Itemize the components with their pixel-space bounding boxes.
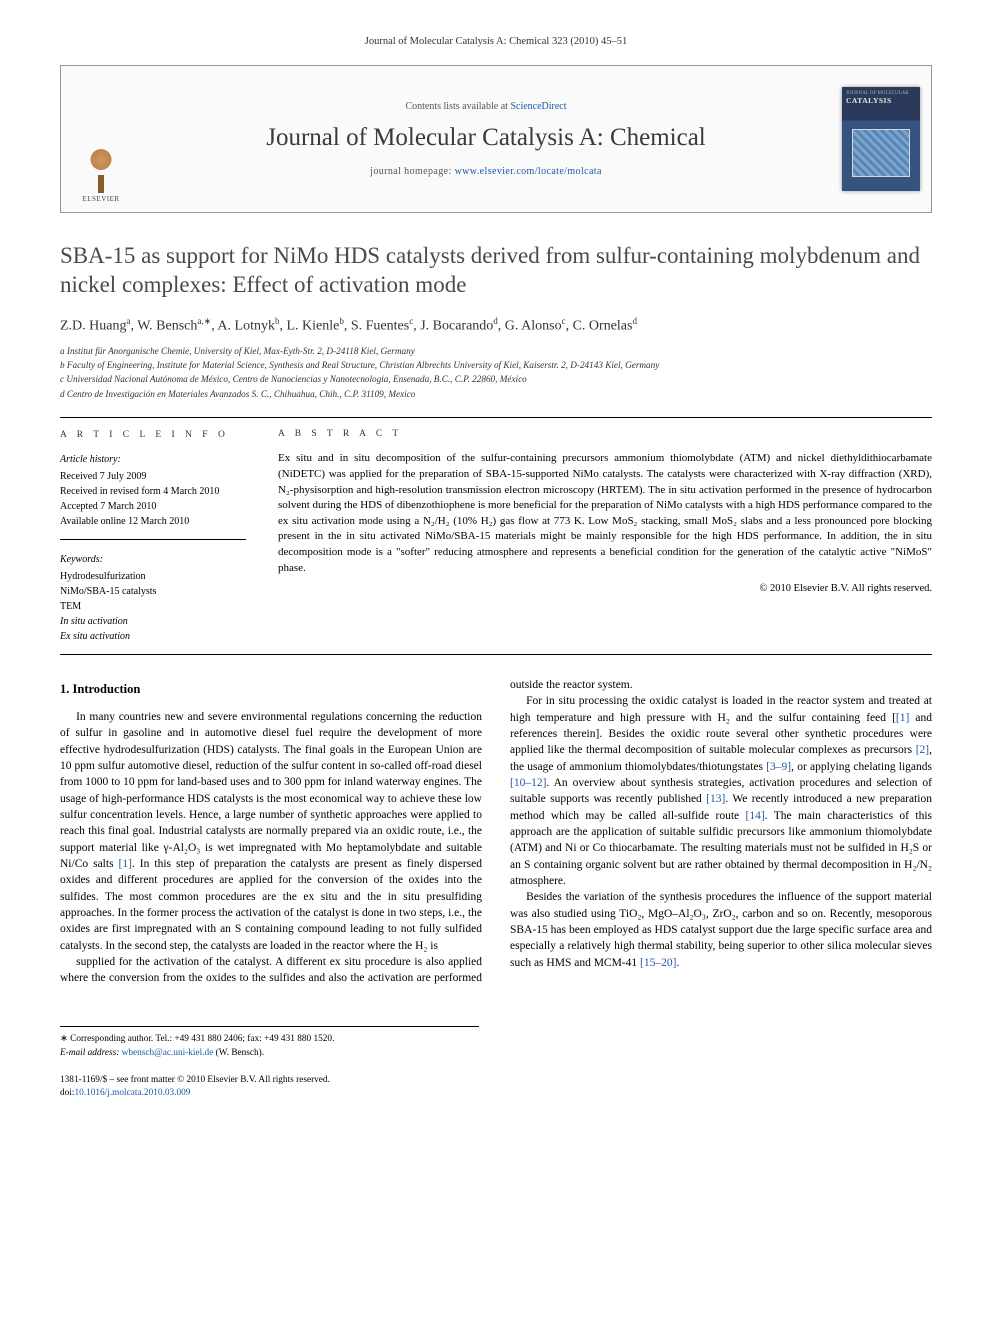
issn-copyright-line: 1381-1169/$ – see front matter © 2010 El… [60,1074,932,1087]
cover-title: CATALYSIS [846,96,916,105]
footnotes-block: ∗ Corresponding author. Tel.: +49 431 88… [60,1026,479,1059]
journal-homepage-link[interactable]: www.elsevier.com/locate/molcata [455,166,602,177]
publisher-label: ELSEVIER [82,195,119,203]
journal-name: Journal of Molecular Catalysis A: Chemic… [266,124,706,152]
body-paragraph: In many countries new and severe environ… [60,709,482,954]
affiliation: c Universidad Nacional Autónoma de Méxic… [60,373,932,386]
keyword: Ex situ activation [60,629,246,644]
email-label: E-mail address: [60,1048,122,1058]
history-item: Received in revised form 4 March 2010 [60,484,246,499]
article-info-heading: A R T I C L E I N F O [60,428,246,442]
article-history-block: Article history: Received 7 July 2009 Re… [60,452,246,540]
affiliation: d Centro de Investigación en Materiales … [60,388,932,401]
corresponding-author-note: ∗ Corresponding author. Tel.: +49 431 88… [60,1033,479,1046]
article-info-panel: A R T I C L E I N F O Article history: R… [60,418,260,654]
corresponding-email-line: E-mail address: wbensch@ac.uni-kiel.de (… [60,1047,479,1060]
doi-line: doi:10.1016/j.molcata.2010.03.009 [60,1087,932,1100]
affiliations-block: a Institut für Anorganische Chemie, Univ… [60,345,932,401]
keywords-label: Keywords: [60,552,246,567]
authors-line: Z.D. Huanga, W. Benscha,∗, A. Lotnykb, L… [60,316,932,335]
history-item: Available online 12 March 2010 [60,514,246,529]
journal-cover-thumbnail: JOURNAL OF MOLECULAR CATALYSIS [842,87,920,191]
cover-image-icon [852,129,910,177]
keywords-block: Keywords: Hydrodesulfurization NiMo/SBA-… [60,552,246,644]
keyword: Hydrodesulfurization [60,569,246,584]
elsevier-tree-icon [79,149,123,193]
footer-meta: 1381-1169/$ – see front matter © 2010 El… [60,1074,932,1100]
running-head: Journal of Molecular Catalysis A: Chemic… [60,36,932,47]
keyword: TEM [60,599,246,614]
history-item: Received 7 July 2009 [60,469,246,484]
article-body: 1. Introduction In many countries new an… [60,677,932,986]
email-suffix: (W. Bensch). [213,1048,264,1058]
article-title: SBA-15 as support for NiMo HDS catalysts… [60,241,932,300]
contents-available-line: Contents lists available at ScienceDirec… [405,101,566,112]
affiliation: b Faculty of Engineering, Institute for … [60,359,932,372]
masthead-center: Contents lists available at ScienceDirec… [141,66,831,212]
abstract-text: Ex situ and in situ decomposition of the… [278,451,932,576]
corresponding-email-link[interactable]: wbensch@ac.uni-kiel.de [122,1048,214,1058]
elsevier-logo: ELSEVIER [71,146,131,206]
info-abstract-row: A R T I C L E I N F O Article history: R… [60,417,932,655]
journal-masthead: ELSEVIER Contents lists available at Sci… [60,65,932,213]
keyword: NiMo/SBA-15 catalysts [60,584,246,599]
section-heading-introduction: 1. Introduction [60,681,482,699]
article-history-label: Article history: [60,452,246,467]
journal-cover-box: JOURNAL OF MOLECULAR CATALYSIS [831,66,931,212]
keyword: In situ activation [60,614,246,629]
publisher-logo-box: ELSEVIER [61,66,141,212]
affiliation: a Institut für Anorganische Chemie, Univ… [60,345,932,358]
abstract-heading: A B S T R A C T [278,428,932,441]
abstract-panel: A B S T R A C T Ex situ and in situ deco… [260,418,932,654]
journal-homepage-line: journal homepage: www.elsevier.com/locat… [370,166,602,177]
body-paragraph: Besides the variation of the synthesis p… [510,889,932,971]
history-item: Accepted 7 March 2010 [60,499,246,514]
sciencedirect-link[interactable]: ScienceDirect [510,101,566,112]
contents-prefix: Contents lists available at [405,101,510,112]
body-paragraph: For in situ processing the oxidic cataly… [510,693,932,889]
abstract-copyright: © 2010 Elsevier B.V. All rights reserved… [278,582,932,597]
doi-link[interactable]: 10.1016/j.molcata.2010.03.009 [74,1088,190,1098]
doi-label: doi: [60,1088,74,1098]
homepage-prefix: journal homepage: [370,166,454,177]
